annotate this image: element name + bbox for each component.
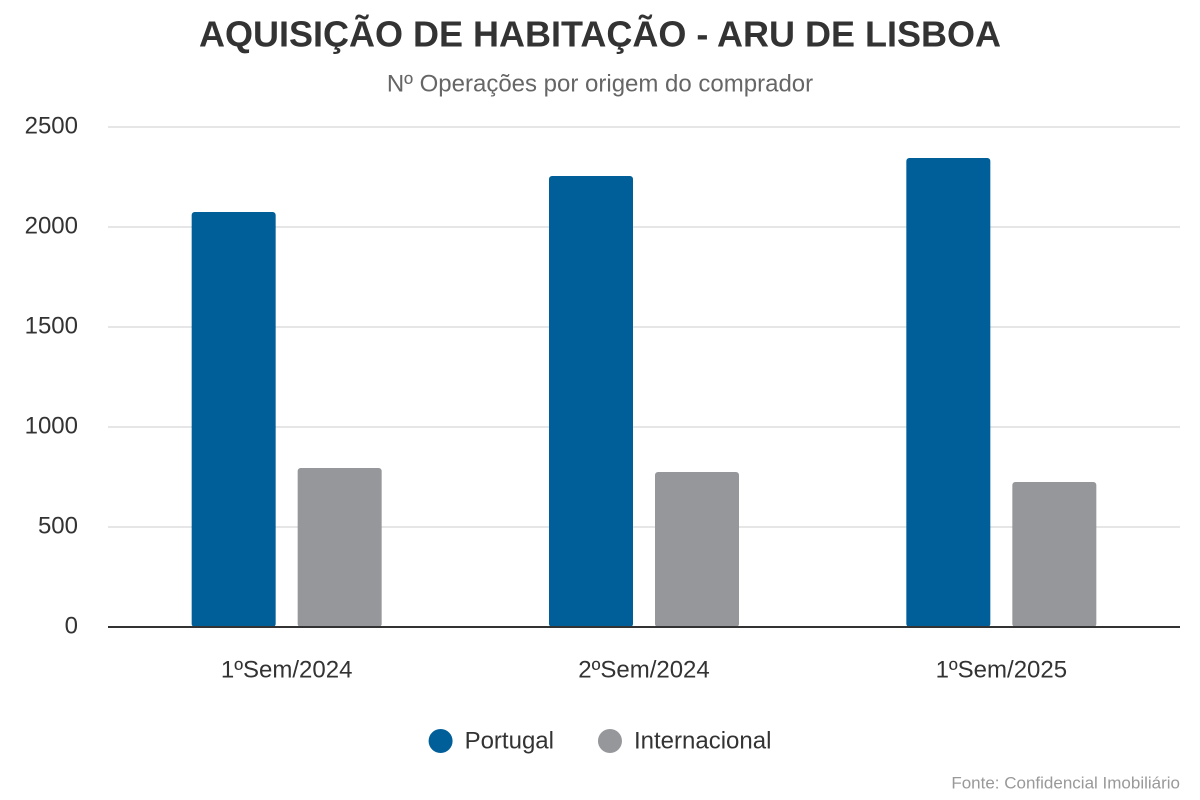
y-tick-label: 2500: [25, 112, 78, 139]
y-tick-label: 1500: [25, 312, 78, 339]
legend-swatch: [428, 729, 453, 753]
y-tick-label: 2000: [25, 212, 78, 239]
y-tick-label: 0: [65, 612, 78, 639]
y-tick-label: 1000: [25, 412, 78, 439]
legend-label: Portugal: [465, 727, 554, 754]
bar: [906, 158, 991, 627]
x-tick-label: 1ºSem/2024: [221, 656, 353, 683]
bar: [655, 472, 739, 627]
chart-title: AQUISIÇÃO DE HABITAÇÃO - ARU DE LISBOA: [199, 13, 1001, 55]
bar: [297, 468, 382, 627]
legend-label: Internacional: [634, 727, 771, 754]
bar: [191, 212, 276, 627]
x-tick-label: 1ºSem/2025: [936, 656, 1068, 683]
bar: [1012, 482, 1097, 627]
y-tick-label: 500: [38, 512, 78, 539]
source-note: Fonte: Confidencial Imobiliário: [951, 773, 1180, 792]
chart-subtitle: Nº Operações por origem do comprador: [387, 70, 813, 97]
x-tick-label: 2ºSem/2024: [578, 656, 710, 683]
legend-swatch: [597, 729, 622, 753]
bar: [549, 176, 633, 627]
